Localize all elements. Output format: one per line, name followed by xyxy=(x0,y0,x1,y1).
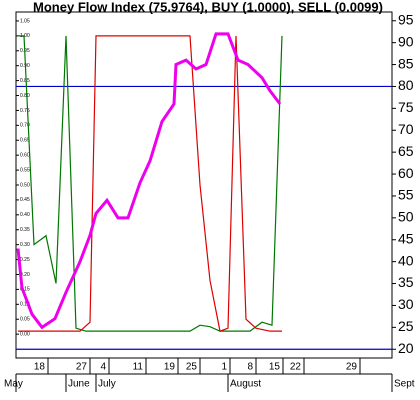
y2-tick-label: 60 xyxy=(398,165,414,181)
y2-tick-label: 95 xyxy=(398,11,414,27)
x-tick-label: 4 xyxy=(100,362,106,373)
y2-tick-label: 75 xyxy=(398,99,414,115)
month-label: May xyxy=(4,379,23,390)
month-label: Sept xyxy=(394,379,415,390)
y2-tick-label: 40 xyxy=(398,252,414,268)
y2-tick-label: 55 xyxy=(398,187,414,203)
series-line xyxy=(18,35,282,332)
y2-tick-label: 65 xyxy=(398,143,414,159)
y2-tick-label: 50 xyxy=(398,209,414,225)
chart-title: Money Flow Index (75.9764), BUY (1.0000)… xyxy=(33,0,383,14)
y-tick-label: 0.45 xyxy=(20,197,30,203)
y2-tick-label: 45 xyxy=(398,230,414,246)
x-tick-label: 18 xyxy=(34,362,46,373)
y-tick-label: 0.75 xyxy=(20,108,30,114)
series-line xyxy=(18,35,283,332)
month-label: July xyxy=(98,379,116,390)
month-label: June xyxy=(68,379,90,390)
y-tick-label: 0.05 xyxy=(20,317,30,323)
y2-tick-label: 30 xyxy=(398,296,414,312)
x-tick-label: 29 xyxy=(346,362,358,373)
y-tick-label: 0.70 xyxy=(20,123,30,129)
y-tick-label: 1.05 xyxy=(20,18,30,24)
y-tick-label: 0.00 xyxy=(20,331,30,337)
x-tick-label: 27 xyxy=(76,362,88,373)
y2-tick-label: 90 xyxy=(398,33,414,49)
y-tick-label: 0.10 xyxy=(20,302,30,308)
y-tick-label: 0.15 xyxy=(20,287,30,293)
x-tick-label: 19 xyxy=(164,362,176,373)
x-tick-label: 11 xyxy=(133,362,144,373)
x-tick-label: 22 xyxy=(290,362,302,373)
y-tick-label: 0.85 xyxy=(20,78,30,84)
y2-tick-label: 70 xyxy=(398,121,414,137)
y-tick-label: 0.65 xyxy=(20,138,30,144)
y2-tick-label: 25 xyxy=(398,318,414,334)
x-tick-label: 25 xyxy=(186,362,198,373)
y-tick-label: 1.00 xyxy=(20,33,30,39)
y2-tick-label: 85 xyxy=(398,55,414,71)
y2-tick-label: 80 xyxy=(398,77,414,93)
series-line xyxy=(16,32,282,330)
month-label: August xyxy=(230,379,261,390)
x-tick-label: 15 xyxy=(269,362,281,373)
y-tick-label: 0.50 xyxy=(20,182,30,188)
y2-tick-label: 35 xyxy=(398,274,414,290)
x-tick-label: 8 xyxy=(247,362,253,373)
y-tick-label: 0.55 xyxy=(20,167,30,173)
y-tick-label: 0.80 xyxy=(20,93,30,99)
y-tick-label: 0.40 xyxy=(20,212,30,218)
y2-tick-label: 20 xyxy=(398,340,414,356)
y-tick-label: 0.30 xyxy=(20,242,30,248)
y-tick-label: 0.20 xyxy=(20,272,30,278)
x-tick-label: 1 xyxy=(221,362,227,373)
y-tick-label: 0.35 xyxy=(20,227,30,233)
y-tick-label: 0.25 xyxy=(20,257,30,263)
y-tick-label: 0.60 xyxy=(20,153,30,159)
